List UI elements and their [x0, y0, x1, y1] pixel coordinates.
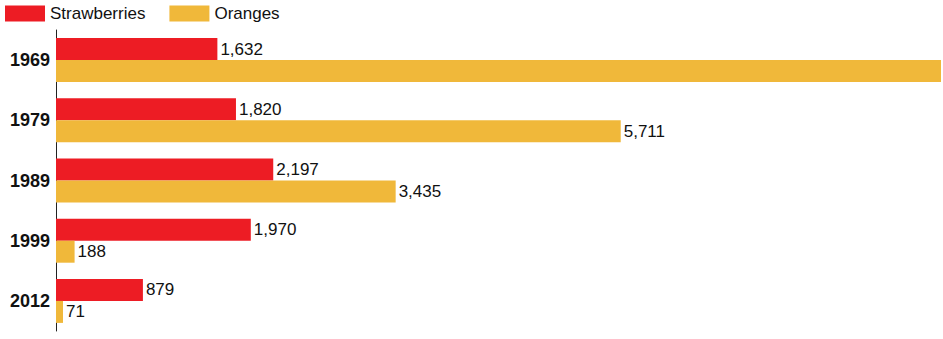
svg-text:1,970: 1,970	[254, 220, 297, 239]
svg-text:71: 71	[66, 302, 85, 321]
svg-text:1999: 1999	[10, 231, 50, 251]
svg-text:1989: 1989	[10, 171, 50, 191]
svg-text:1,820: 1,820	[239, 100, 282, 119]
svg-text:2,197: 2,197	[276, 160, 319, 179]
svg-text:879: 879	[146, 280, 174, 299]
svg-text:3,435: 3,435	[399, 182, 442, 201]
svg-text:1969: 1969	[10, 50, 50, 70]
svg-text:188: 188	[78, 242, 106, 261]
svg-text:Oranges: Oranges	[214, 4, 279, 23]
svg-text:5,711: 5,711	[624, 122, 665, 141]
svg-text:1979: 1979	[10, 110, 50, 130]
svg-text:2012: 2012	[10, 291, 50, 311]
svg-text:1,632: 1,632	[220, 40, 263, 59]
svg-text:Strawberries: Strawberries	[50, 4, 145, 23]
